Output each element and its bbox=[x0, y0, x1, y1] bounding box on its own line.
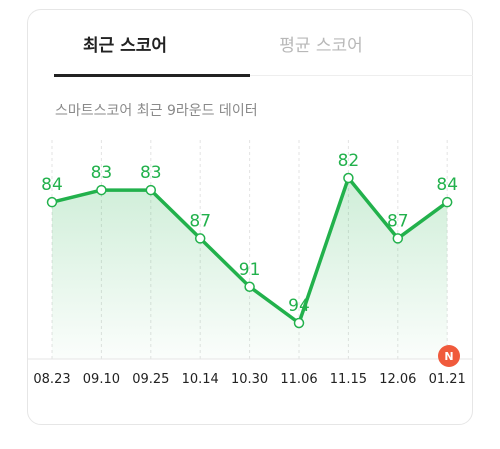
tab-baseline bbox=[250, 75, 473, 76]
x-tick-label: 09.25 bbox=[132, 372, 169, 387]
new-badge: N bbox=[438, 345, 460, 367]
x-tick-label: 10.30 bbox=[231, 372, 268, 387]
data-label: 82 bbox=[338, 151, 360, 171]
data-point[interactable] bbox=[96, 184, 107, 196]
data-label: 94 bbox=[288, 296, 310, 316]
active-tab-underline bbox=[54, 74, 250, 77]
x-tick-label: 11.06 bbox=[280, 372, 317, 387]
data-label: 83 bbox=[140, 163, 162, 183]
x-tick-label: 10.14 bbox=[182, 372, 219, 387]
data-label: 84 bbox=[41, 175, 63, 195]
tab-recent-score[interactable]: 최근 스코어 bbox=[82, 35, 168, 56]
data-point[interactable] bbox=[194, 233, 206, 244]
data-label: 91 bbox=[239, 260, 261, 280]
data-point[interactable] bbox=[392, 233, 404, 244]
data-point[interactable] bbox=[46, 196, 58, 208]
data-point[interactable] bbox=[441, 196, 453, 208]
data-point[interactable] bbox=[244, 281, 255, 292]
data-label: 87 bbox=[387, 211, 409, 231]
data-point[interactable] bbox=[145, 184, 157, 196]
x-tick-label: 11.15 bbox=[330, 372, 367, 387]
x-tick-label: 08.23 bbox=[33, 372, 70, 387]
data-point[interactable] bbox=[343, 172, 354, 184]
chart-area-fill bbox=[52, 178, 448, 359]
data-label: 83 bbox=[91, 163, 113, 183]
data-point[interactable] bbox=[293, 317, 305, 329]
x-tick-label: 01.21 bbox=[429, 372, 466, 387]
data-label: 84 bbox=[436, 175, 458, 195]
chart-subtitle: 스마트스코어 최근 9라운드 데이터 bbox=[55, 103, 258, 119]
x-tick-label: 09.10 bbox=[83, 372, 120, 387]
data-label: 87 bbox=[189, 211, 211, 231]
x-tick-label: 12.06 bbox=[379, 372, 416, 387]
tab-average-score[interactable]: 평균 스코어 bbox=[279, 35, 363, 56]
